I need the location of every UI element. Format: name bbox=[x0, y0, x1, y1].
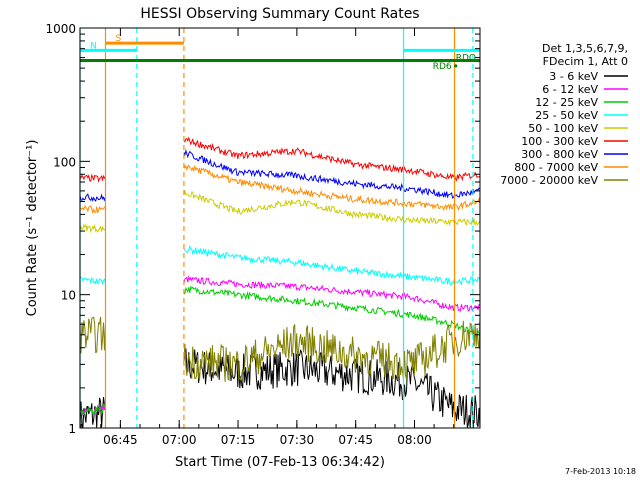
flag-label-rdo: RDO bbox=[456, 54, 476, 64]
flag-dot-4 bbox=[454, 64, 458, 68]
legend: Det 1,3,5,6,7,9, FDecim 1, Att 0 3 - 6 k… bbox=[500, 42, 628, 187]
legend-entry-label: 12 - 25 keV bbox=[535, 96, 598, 109]
series-3-6keV-kev-trace-0 bbox=[79, 396, 106, 429]
footer-date: 7-Feb-2013 10:18 bbox=[565, 467, 636, 476]
legend-entry-label: 800 - 7000 keV bbox=[514, 161, 598, 174]
series-25-50keV-kev-trace-0 bbox=[79, 276, 106, 285]
x-tick-label: 08:00 bbox=[397, 433, 432, 447]
series-50-100keV-kev-trace-1 bbox=[183, 189, 481, 227]
series-7000-20000keV-kev-trace-1 bbox=[183, 316, 481, 382]
flag-label-n: N bbox=[90, 41, 97, 51]
legend-entry-label: 7000 - 20000 keV bbox=[500, 174, 598, 187]
y-tick-label: 1 bbox=[68, 422, 76, 436]
series-25-50keV-kev-trace-1 bbox=[183, 244, 481, 287]
legend-header-line-1: Det 1,3,5,6,7,9, bbox=[542, 42, 628, 55]
y-tick-label: 10 bbox=[61, 289, 76, 303]
series-6-12keV-kev-trace-1 bbox=[183, 274, 481, 312]
legend-entry-label: 100 - 300 keV bbox=[521, 135, 598, 148]
y-axis-label: Count Rate (s⁻¹ detector⁻¹) bbox=[25, 140, 40, 317]
series-300-800keV-kev-trace-0 bbox=[79, 193, 106, 202]
series-100-300keV-kev-trace-0 bbox=[79, 173, 106, 183]
series-12-25keV-kev-trace-0 bbox=[79, 404, 106, 416]
x-tick-label: 07:15 bbox=[221, 433, 256, 447]
series-800-7000keV-kev-trace-0 bbox=[79, 204, 106, 215]
y-tick-label: 1000 bbox=[45, 22, 76, 36]
x-tick-label: 07:45 bbox=[338, 433, 373, 447]
x-tick-label: 06:45 bbox=[103, 433, 138, 447]
series-100-300keV-kev-trace-1 bbox=[183, 136, 481, 182]
series-7000-20000keV-kev-trace-0 bbox=[79, 316, 106, 354]
series-50-100keV-kev-trace-0 bbox=[79, 223, 106, 234]
legend-entry-label: 25 - 50 keV bbox=[535, 109, 598, 122]
x-tick-label: 07:00 bbox=[162, 433, 197, 447]
series-3-6keV-kev-trace-1 bbox=[183, 348, 481, 429]
y-axis: 1 10 100 1000 bbox=[45, 22, 480, 436]
legend-entry-label: 300 - 800 keV bbox=[521, 148, 598, 161]
series-800-7000keV-kev-trace-1 bbox=[183, 164, 481, 212]
flag-label-s: S bbox=[115, 34, 121, 44]
series-12-25keV-kev-trace-1 bbox=[183, 285, 481, 337]
legend-entry-label: 3 - 6 keV bbox=[549, 70, 598, 83]
legend-header-line-2: FDecim 1, Att 0 bbox=[543, 55, 628, 68]
legend-entry-label: 6 - 12 keV bbox=[542, 83, 598, 96]
y-tick-label: 100 bbox=[53, 155, 76, 169]
flag-label-rd6: RD6 bbox=[433, 62, 452, 72]
x-tick-label: 07:30 bbox=[280, 433, 315, 447]
plot-frame bbox=[79, 27, 481, 429]
legend-entry-label: 50 - 100 keV bbox=[528, 122, 598, 135]
x-axis-label: Start Time (07-Feb-13 06:34:42) bbox=[175, 455, 385, 470]
chart-title: HESSI Observing Summary Count Rates bbox=[140, 6, 419, 22]
x-axis: 06:45 07:00 07:15 07:30 07:45 08:00 bbox=[80, 28, 474, 447]
series-300-800keV-kev-trace-1 bbox=[183, 148, 481, 199]
